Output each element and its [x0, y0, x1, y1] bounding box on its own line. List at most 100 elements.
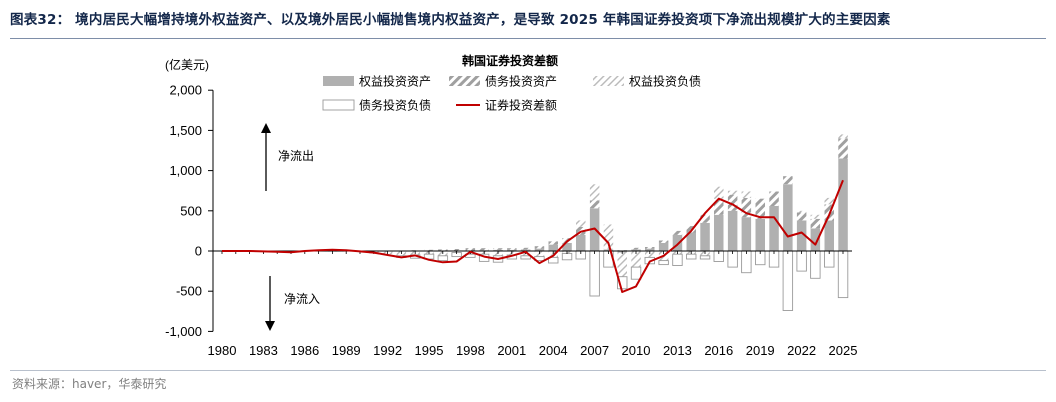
x-tick-label: 1980	[208, 343, 237, 358]
bar-s3-2014	[686, 253, 697, 260]
axes: -1,000 -500 0 500 1,000 1,500 2,000 1980 1983 198…	[165, 83, 857, 358]
bar-s1-1999	[479, 248, 489, 251]
bar-s1-2001	[507, 248, 517, 250]
x-tick-label: 1989	[332, 343, 361, 358]
bar-s3-2005	[561, 252, 573, 261]
bar-s1-2000	[493, 248, 503, 250]
x-tick-label: 1986	[290, 343, 319, 358]
bar-s1-2007	[589, 200, 600, 209]
bar-s2-2018	[741, 191, 752, 198]
bar-s3-2004	[548, 256, 559, 264]
bar-s0-2014	[686, 232, 696, 251]
legend-item-2: 权益投资负债	[593, 74, 701, 89]
bar-s3-2018	[741, 250, 752, 274]
bar-s1-2018	[741, 197, 752, 218]
bar-s0-2004	[548, 244, 558, 251]
bar-s1-2020	[769, 191, 779, 206]
bar-s2-2023	[810, 214, 821, 219]
bar-s1-2004	[548, 241, 558, 245]
bar-s0-2017	[727, 210, 738, 251]
bar-s0-2022	[796, 220, 807, 251]
legend-label: 权益投资资产	[359, 74, 431, 89]
y-tick-label: -1,000	[165, 324, 202, 339]
bar-s0-2010	[631, 249, 641, 251]
inflow-label: 净流入	[284, 292, 320, 306]
x-tick-label: 1998	[456, 343, 485, 358]
bar-s0-2001	[507, 249, 517, 251]
bar-s1-2017	[727, 194, 738, 211]
bar-s3-2002	[520, 255, 531, 260]
bar-s0-2006	[576, 234, 586, 251]
bar-s2-2007	[589, 184, 600, 201]
bar-s1-2010	[631, 247, 641, 250]
header-divider	[10, 38, 1046, 39]
bar-s1-1997	[451, 249, 462, 251]
bar-s0-2021	[783, 184, 793, 251]
bar-s0-2023	[810, 228, 821, 251]
bar-s3-2012	[658, 260, 669, 266]
line-series-0	[222, 179, 844, 293]
bar-s2-2006	[576, 220, 586, 227]
y-tick-label: 2,000	[169, 83, 202, 98]
bar-s3-2007	[589, 250, 600, 297]
bar-s3-2021	[782, 250, 794, 311]
bar-s1-2013	[672, 230, 683, 235]
x-tick-label: 2007	[580, 343, 609, 358]
bar-s1-2025	[838, 138, 848, 159]
x-tick-label: 1992	[373, 343, 402, 358]
bar-s2-2004	[548, 251, 558, 258]
chart-title: 韩国证券投资差额	[462, 53, 558, 68]
y-tick-label: 500	[180, 203, 202, 218]
legend-label: 证券投资差额	[485, 98, 557, 113]
bar-s0-2003	[534, 248, 545, 251]
bar-s2-2011	[645, 251, 655, 258]
legend-label: 债务投资负债	[359, 98, 431, 113]
bar-s0-2016	[714, 214, 724, 251]
bar-s2-2017	[727, 190, 738, 195]
legend-label: 权益投资负债	[629, 74, 701, 89]
legend-item-3: 债务投资负债	[322, 98, 431, 113]
bar-s1-1995	[424, 249, 434, 251]
bar-s0-2005	[562, 243, 572, 251]
y-tick-label: -500	[176, 284, 202, 299]
bar-s2-2022	[796, 210, 807, 213]
bar-s1-2023	[810, 218, 821, 229]
bar-s1-2003	[534, 246, 545, 249]
y-tick-label: 1,500	[169, 123, 202, 138]
bar-s0-2008	[603, 249, 614, 251]
line-series-group	[222, 179, 844, 293]
bar-s2-2010	[631, 251, 641, 268]
legend-swatch	[593, 76, 624, 86]
bar-s1-2012	[658, 240, 669, 243]
bar-s1-2021	[783, 176, 793, 185]
bar-series-group	[327, 134, 849, 311]
bar-s2-2009	[617, 252, 627, 277]
y-tick-label: 0	[195, 244, 202, 259]
x-tick-label: 2022	[787, 343, 816, 358]
bar-s3-2013	[672, 253, 683, 266]
bar-s2-2016	[714, 186, 724, 199]
x-tick-label: 1983	[249, 343, 278, 358]
y-axis-unit: (亿美元)	[165, 57, 209, 72]
x-tick-label: 2025	[829, 343, 858, 358]
bar-s3-1996	[437, 255, 449, 262]
x-tick-label: 1995	[415, 343, 444, 358]
inflow-annotation: 净流入	[265, 276, 320, 331]
footer-divider	[10, 370, 1046, 371]
bar-s1-2011	[645, 247, 655, 249]
legend-swatch	[449, 76, 480, 86]
bar-s0-2012	[658, 243, 669, 251]
bar-s2-2008	[603, 224, 614, 249]
bar-s3-2025	[837, 250, 849, 299]
outflow-annotation: 净流出	[261, 123, 314, 191]
report-header: 图表32： 境内居民大幅增持境外权益资产、以及境外居民小幅抛售境内权益资产，是导…	[10, 6, 1046, 39]
bar-s1-2016	[714, 198, 724, 215]
bar-s3-2010	[630, 266, 642, 280]
legend-label: 债务投资资产	[485, 74, 557, 89]
source-note: 资料来源：haver，华泰研究	[12, 377, 167, 391]
y-tick-label: 1,000	[169, 163, 202, 178]
legend-swatch	[323, 76, 354, 86]
x-tick-label: 2019	[746, 343, 775, 358]
x-tick-label: 2010	[622, 343, 651, 358]
